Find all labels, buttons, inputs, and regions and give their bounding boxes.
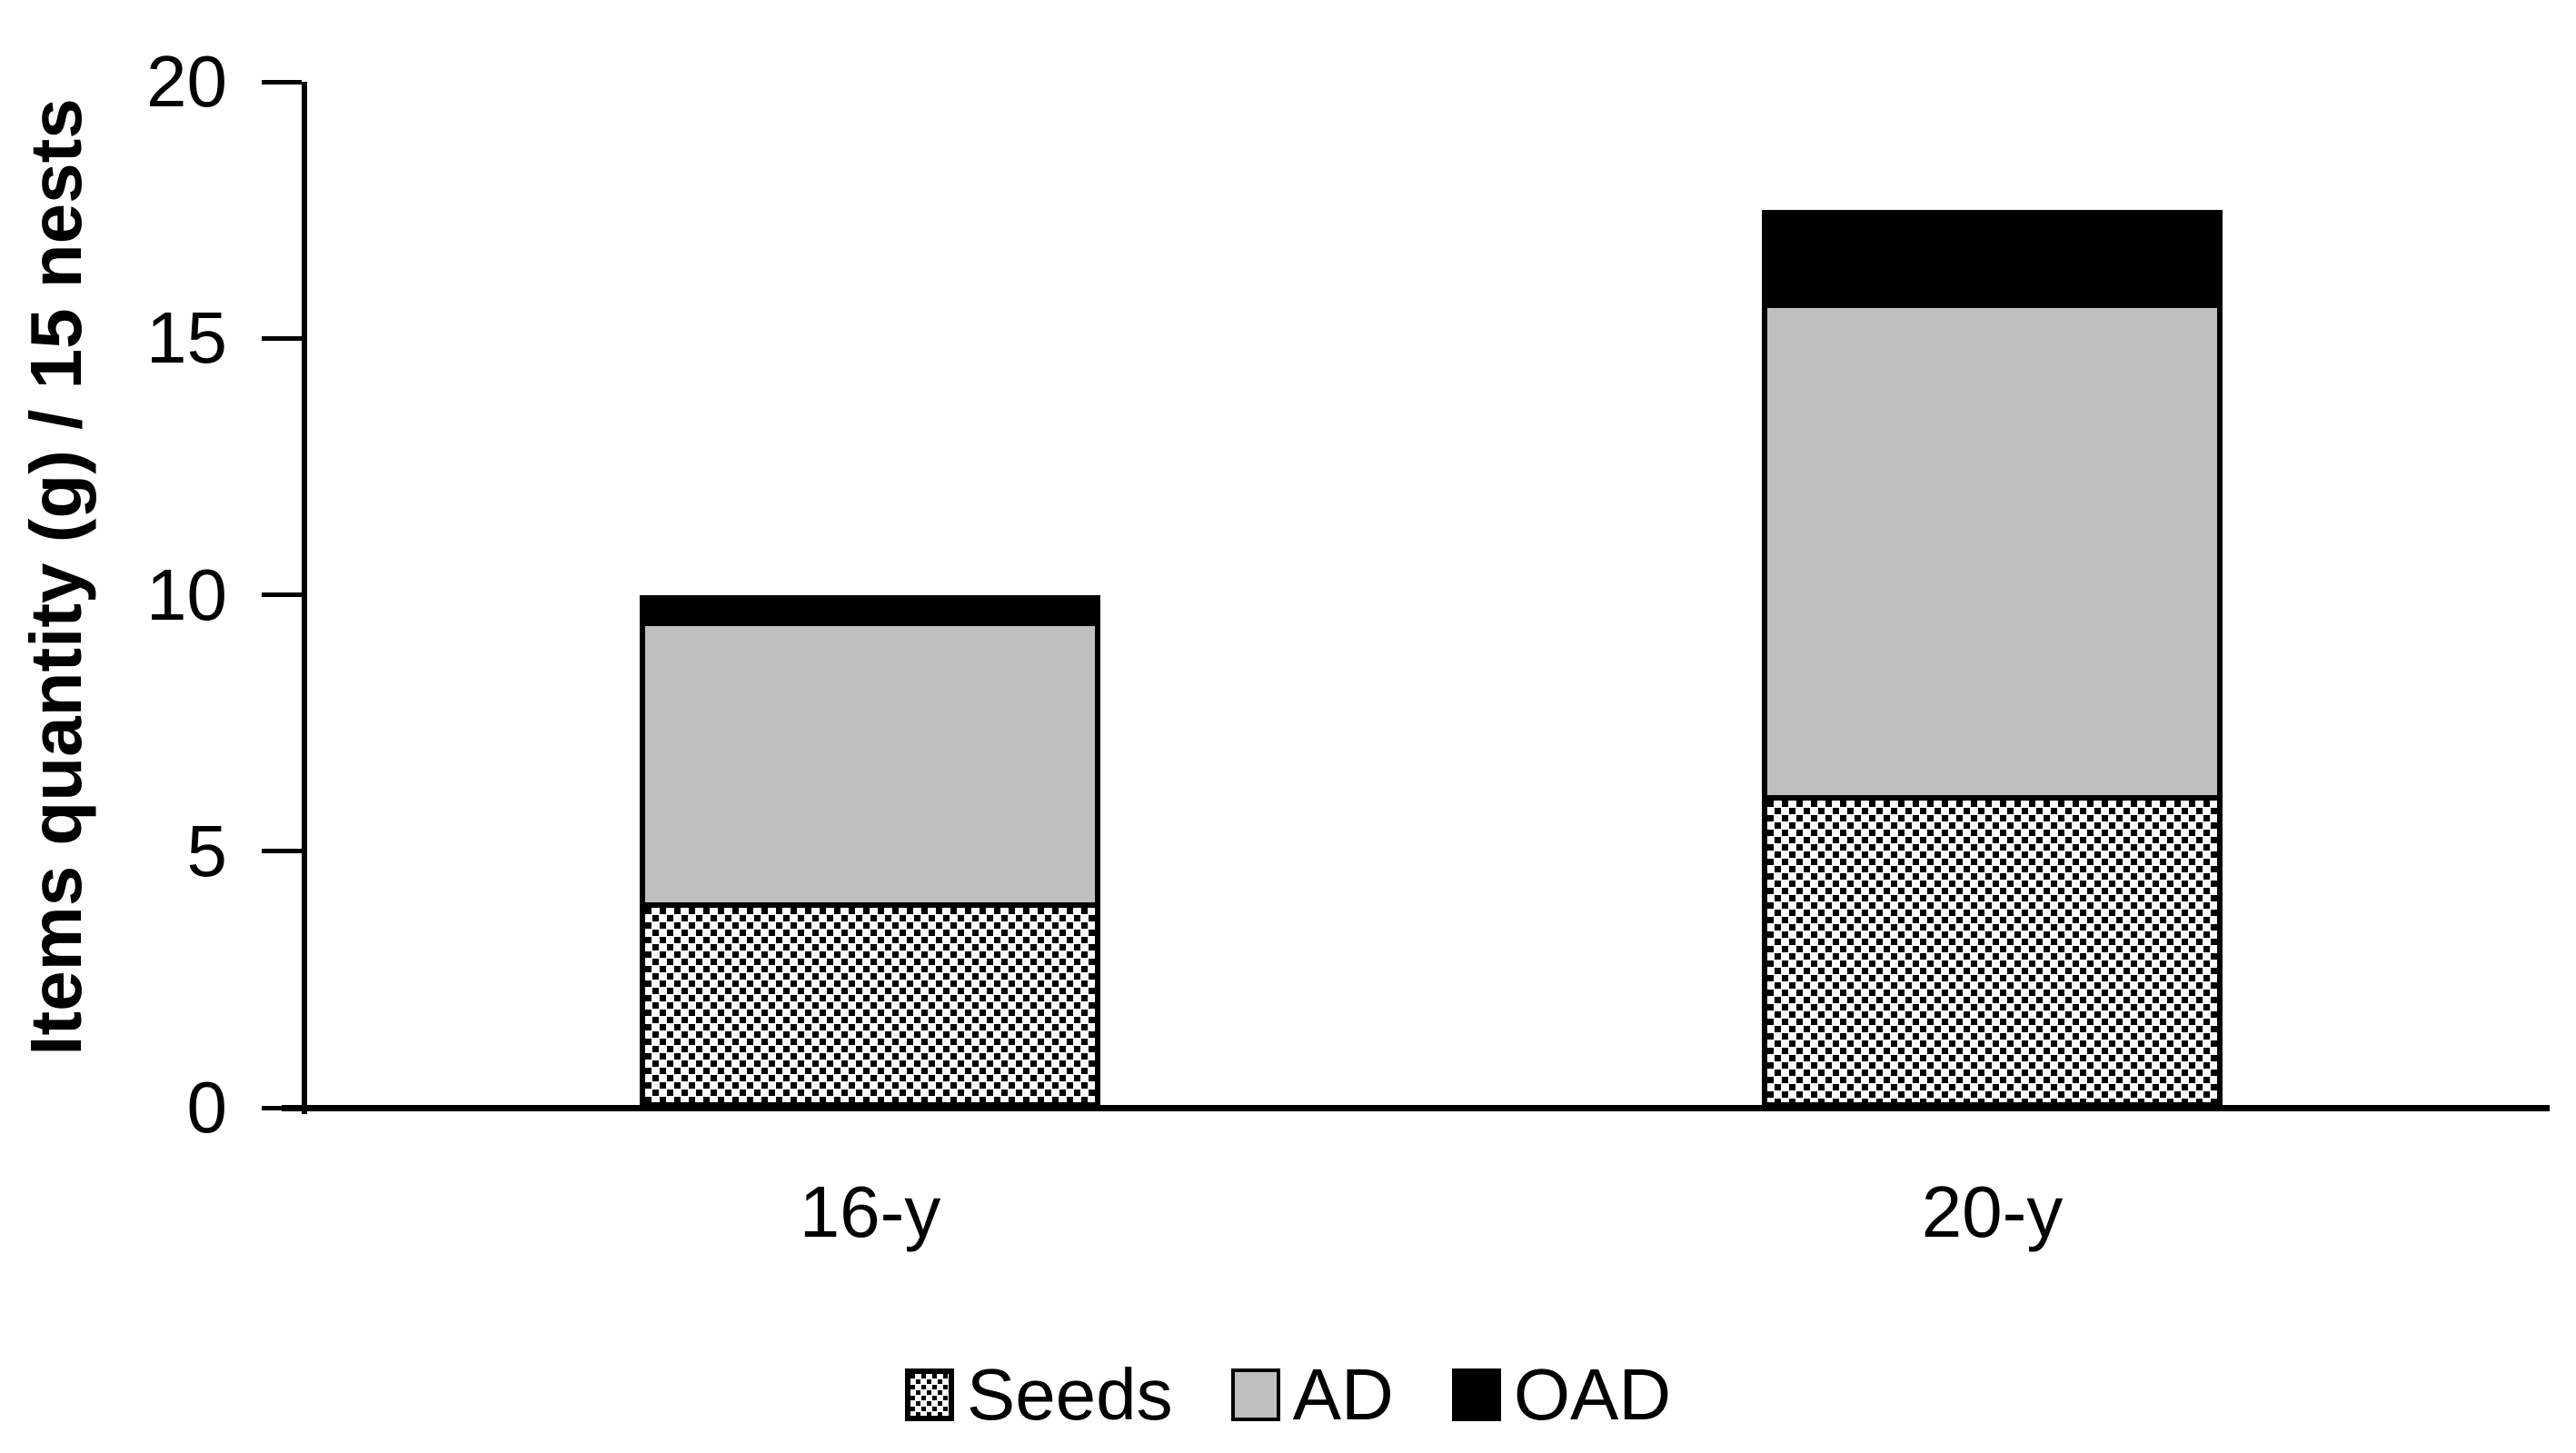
legend-item-oad: OAD xyxy=(1451,1354,1672,1436)
bar-segment-ad-16-y xyxy=(640,621,1100,909)
bar-segment-ad-20-y xyxy=(1762,302,2223,801)
bar-segment-oad-16-y xyxy=(640,594,1100,626)
x-axis-line xyxy=(282,1105,2550,1111)
bar-segment-oad-20-y xyxy=(1762,209,2223,308)
y-tick-mark xyxy=(262,80,302,85)
y-tick-label: 15 xyxy=(146,297,227,378)
x-axis-label-16-y: 16-y xyxy=(799,1171,941,1252)
x-axis-label-20-y: 20-y xyxy=(1921,1171,2064,1252)
bar-segment-seeds-16-y xyxy=(640,902,1100,1108)
y-tick-mark xyxy=(262,849,302,853)
legend-item-seeds: Seeds xyxy=(904,1354,1173,1436)
bar-segment-seeds-20-y xyxy=(1762,795,2223,1108)
legend-label-seeds: Seeds xyxy=(966,1354,1173,1435)
y-axis-line xyxy=(302,82,307,1114)
legend-swatch-oad xyxy=(1451,1368,1501,1421)
legend: Seeds AD OAD xyxy=(0,1354,2576,1436)
y-tick-label: 10 xyxy=(146,554,227,635)
legend-swatch-seeds xyxy=(904,1368,954,1421)
y-tick-label: 20 xyxy=(146,41,227,122)
legend-label-ad: AD xyxy=(1292,1354,1394,1435)
legend-swatch-ad xyxy=(1230,1368,1280,1421)
y-tick-mark xyxy=(262,592,302,597)
y-tick-mark xyxy=(262,336,302,341)
y-tick-label: 0 xyxy=(186,1067,228,1148)
bar-16-y xyxy=(640,82,1100,1108)
y-tick-mark xyxy=(262,1106,302,1110)
legend-label-oad: OAD xyxy=(1513,1354,1672,1435)
bar-20-y xyxy=(1762,82,2223,1108)
y-tick-label: 5 xyxy=(186,811,228,891)
legend-item-ad: AD xyxy=(1230,1354,1394,1436)
